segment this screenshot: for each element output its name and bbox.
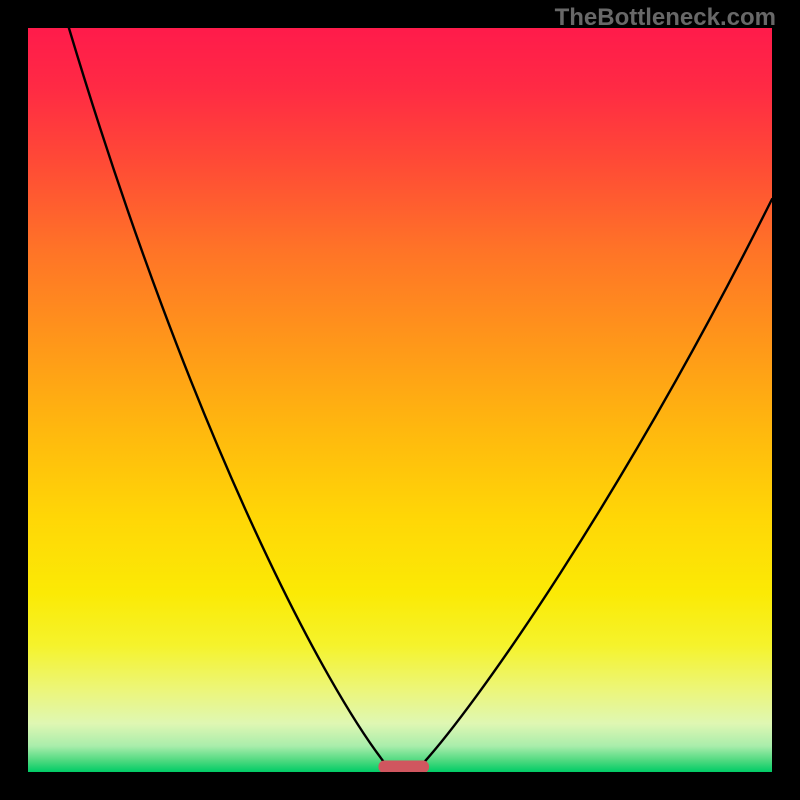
chart-container: TheBottleneck.com — [0, 0, 800, 800]
plot-area — [28, 28, 772, 772]
watermark-label: TheBottleneck.com — [555, 4, 776, 32]
gradient-background — [28, 28, 772, 772]
minimum-marker — [378, 760, 429, 772]
plot-svg — [28, 28, 772, 772]
